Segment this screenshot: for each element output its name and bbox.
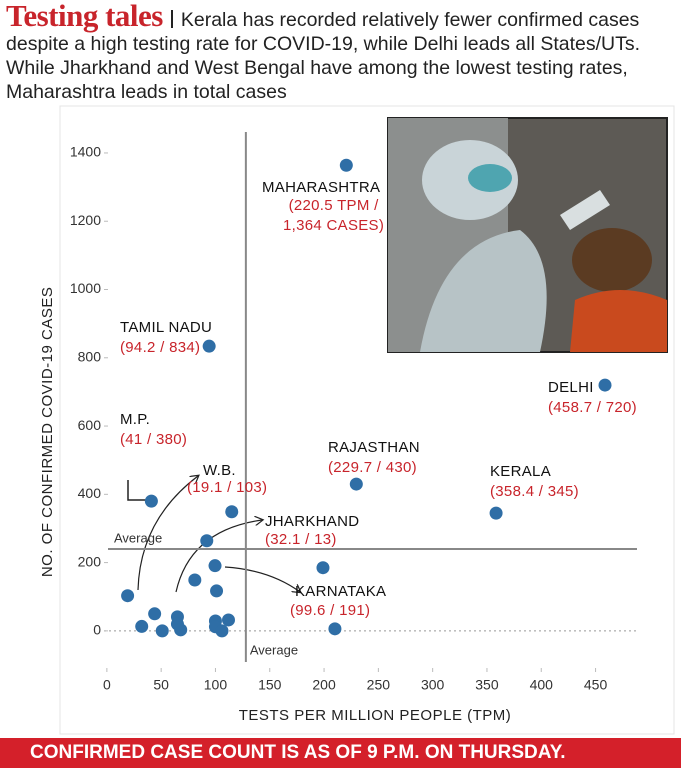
y-axis-label: NO. OF CONFIRMED COVID-19 CASES xyxy=(39,287,56,578)
x-tick-label: 50 xyxy=(153,677,169,693)
point xyxy=(144,494,158,508)
point xyxy=(489,506,503,520)
connector xyxy=(127,480,150,501)
point xyxy=(200,534,214,548)
x-tick-label: 200 xyxy=(312,677,336,693)
chart: 0 200 400 600 800 1000 1200 1400 0 50 100 150 200 250… xyxy=(39,105,675,735)
y-tick-label: 400 xyxy=(78,485,102,501)
point xyxy=(225,505,239,519)
x-axis-label: TESTS PER MILLION PEOPLE (TPM) xyxy=(239,707,512,724)
point xyxy=(135,619,149,633)
point-name: KARNATAKA xyxy=(295,583,387,600)
photo xyxy=(387,117,668,353)
x-tick-label: 400 xyxy=(530,677,554,693)
point xyxy=(316,561,330,575)
point-name: RAJASTHAN xyxy=(328,439,420,456)
y-tick-label: 1200 xyxy=(70,212,101,228)
value-label: (19.1 / 103) xyxy=(187,479,268,496)
point xyxy=(155,624,169,638)
chart-title: Testing tales xyxy=(6,0,163,33)
value-label: (220.5 TPM / 1,364 CASES) xyxy=(283,197,385,234)
point xyxy=(349,477,363,491)
point-name: M.P. xyxy=(120,411,151,428)
value-label: (94.2 / 834) xyxy=(120,339,201,356)
header: Testing tales Kerala has recorded relativ… xyxy=(6,0,674,104)
y-tick-label: 600 xyxy=(78,417,102,433)
y-tick-label: 200 xyxy=(78,553,102,569)
point xyxy=(202,339,216,353)
x-tick-label: 150 xyxy=(258,677,282,693)
x-tick-label: 350 xyxy=(475,677,499,693)
point xyxy=(148,607,162,621)
arrow xyxy=(137,476,198,591)
point xyxy=(121,589,135,603)
point-name: MAHARASHTRA xyxy=(262,179,381,196)
point xyxy=(339,158,353,172)
point xyxy=(221,613,235,627)
x-tick-label: 250 xyxy=(367,677,391,693)
point xyxy=(188,573,202,587)
value-label: (358.4 / 345) xyxy=(490,483,579,500)
point-name: TAMIL NADU xyxy=(120,319,213,336)
average-label: Average xyxy=(114,530,162,545)
y-tick-label: 0 xyxy=(93,622,101,638)
point-name: KERALA xyxy=(490,463,551,480)
point xyxy=(210,584,224,598)
average-label: Average xyxy=(250,642,298,657)
x-tick-label: 0 xyxy=(103,677,111,693)
y-tick-label: 1000 xyxy=(70,280,101,296)
separator xyxy=(170,10,173,28)
value-label: (32.1 / 13) xyxy=(265,531,337,548)
x-tick-label: 300 xyxy=(421,677,445,693)
footnote: CONFIRMED CASE COUNT IS AS OF 9 P.M. ON … xyxy=(0,738,681,768)
point-name: W.B. xyxy=(203,462,236,479)
frame xyxy=(59,105,675,735)
point-name: JHARKHAND xyxy=(265,513,360,530)
point xyxy=(598,378,612,392)
x-tick-label: 450 xyxy=(584,677,608,693)
point-name: DELHI xyxy=(548,379,594,396)
y-tick-label: 1400 xyxy=(70,144,101,160)
value-label: (41 / 380) xyxy=(120,431,188,448)
value-label: (229.7 / 430) xyxy=(328,459,417,476)
point xyxy=(174,623,188,637)
value-label: (99.6 / 191) xyxy=(290,602,371,619)
point xyxy=(215,624,229,638)
point xyxy=(328,622,342,636)
chart-subtitle: Kerala has recorded relatively fewer con… xyxy=(6,9,641,103)
x-tick-label: 100 xyxy=(204,677,228,693)
value-label: (458.7 / 720) xyxy=(548,399,637,416)
y-tick-label: 800 xyxy=(78,348,102,364)
point xyxy=(208,559,222,573)
arrow xyxy=(224,566,300,592)
